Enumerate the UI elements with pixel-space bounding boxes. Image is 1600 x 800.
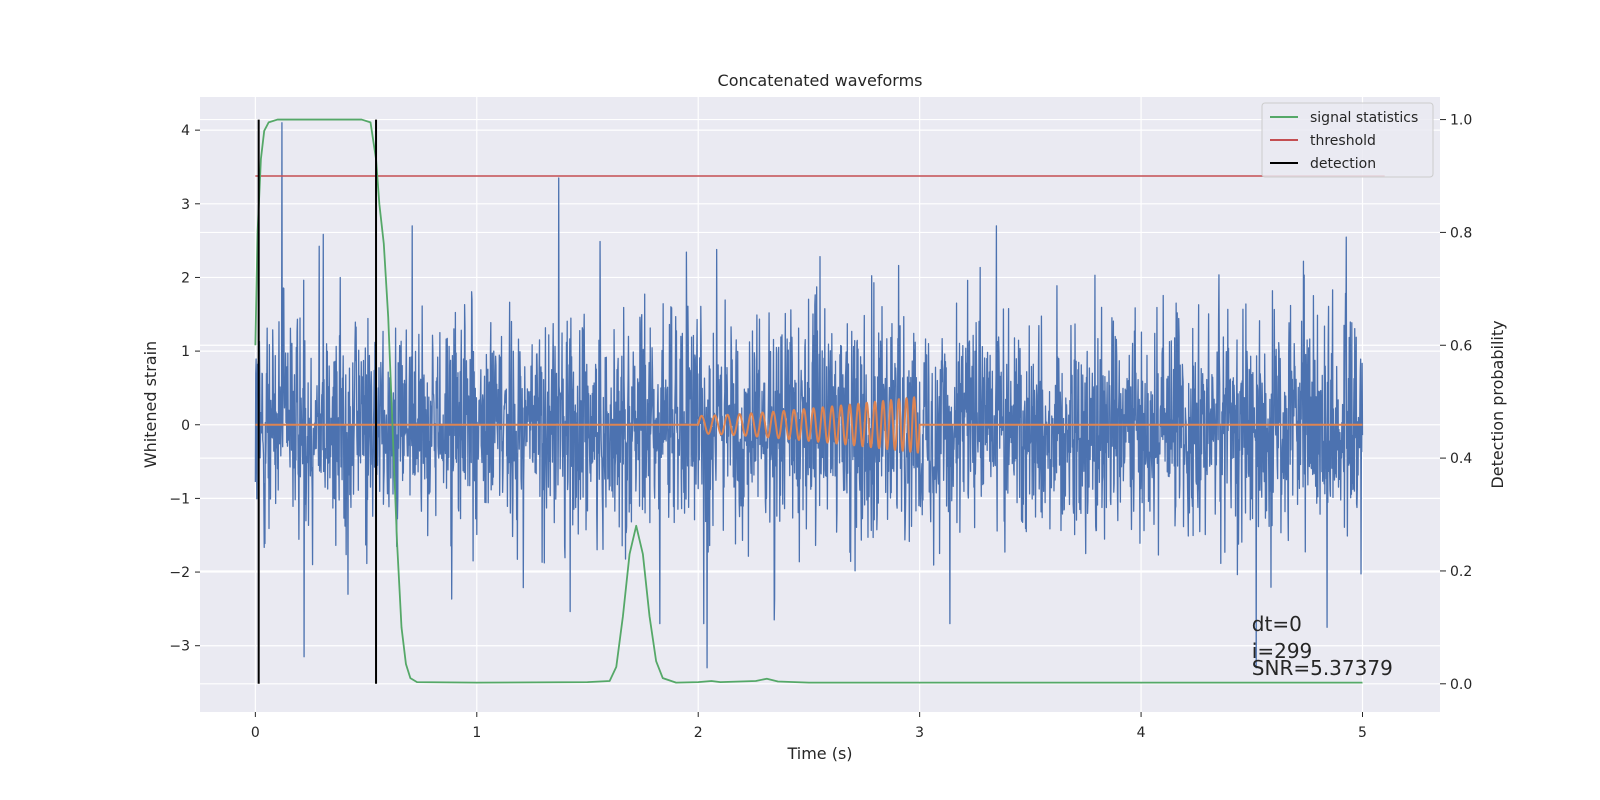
y-axis-right-ticks: 0.0 0.2 0.4 0.6 0.8 1.0 xyxy=(1440,113,1472,693)
y-right-tick-label: 0.4 xyxy=(1450,451,1472,467)
legend-label: detection xyxy=(1310,156,1376,172)
legend-label: signal statistics xyxy=(1310,110,1418,126)
annotations: dt=0 i=299 SNR=5.37379 xyxy=(1252,612,1393,680)
injected-signal-series xyxy=(255,396,1363,454)
y-axis-ticks: −3 −2 −1 0 1 2 3 4 xyxy=(169,123,200,655)
y-tick-label: 1 xyxy=(181,344,190,360)
y-tick-label: −2 xyxy=(169,565,190,581)
noise-line xyxy=(254,122,1364,669)
x-tick-label: 4 xyxy=(1137,725,1146,741)
legend-label: threshold xyxy=(1310,133,1376,149)
y-axis-right-label: Detection probability xyxy=(1488,320,1507,488)
injected-signal-line xyxy=(255,396,1363,454)
y-tick-label: 3 xyxy=(181,197,190,213)
legend-box xyxy=(1261,102,1434,178)
annotation-index: i=299 xyxy=(1252,639,1313,663)
x-axis-label: Time (s) xyxy=(786,744,852,763)
y-tick-label: 4 xyxy=(181,123,190,139)
signal-statistics-series xyxy=(254,118,1363,684)
noise-series xyxy=(254,122,1364,669)
annotation-dt: dt=0 xyxy=(1252,612,1302,636)
detection-series xyxy=(257,119,378,684)
y-tick-label: 0 xyxy=(181,418,190,434)
y-tick-label: −1 xyxy=(169,491,190,507)
y-right-tick-label: 0.8 xyxy=(1450,225,1472,241)
x-tick-label: 0 xyxy=(251,725,260,741)
y-right-tick-label: 0.2 xyxy=(1450,564,1472,580)
y-tick-label: −3 xyxy=(169,639,190,655)
signal-statistics-line xyxy=(254,118,1363,684)
x-axis-ticks: 0 1 2 3 4 5 xyxy=(251,712,1367,741)
legend: signal statistics threshold detection xyxy=(1261,102,1434,178)
chart-title: Concatenated waveforms xyxy=(718,71,923,90)
x-tick-label: 2 xyxy=(694,725,703,741)
y-tick-label: 2 xyxy=(181,270,190,286)
x-tick-label: 5 xyxy=(1358,725,1367,741)
y-right-tick-label: 0.6 xyxy=(1450,338,1472,354)
x-tick-label: 3 xyxy=(915,725,924,741)
y-right-tick-label: 1.0 xyxy=(1450,113,1472,129)
y-axis-label: Whitened strain xyxy=(141,341,160,468)
annotation-snr: SNR=5.37379 xyxy=(1252,656,1393,680)
x-tick-label: 1 xyxy=(472,725,481,741)
y-right-tick-label: 0.0 xyxy=(1450,677,1472,693)
